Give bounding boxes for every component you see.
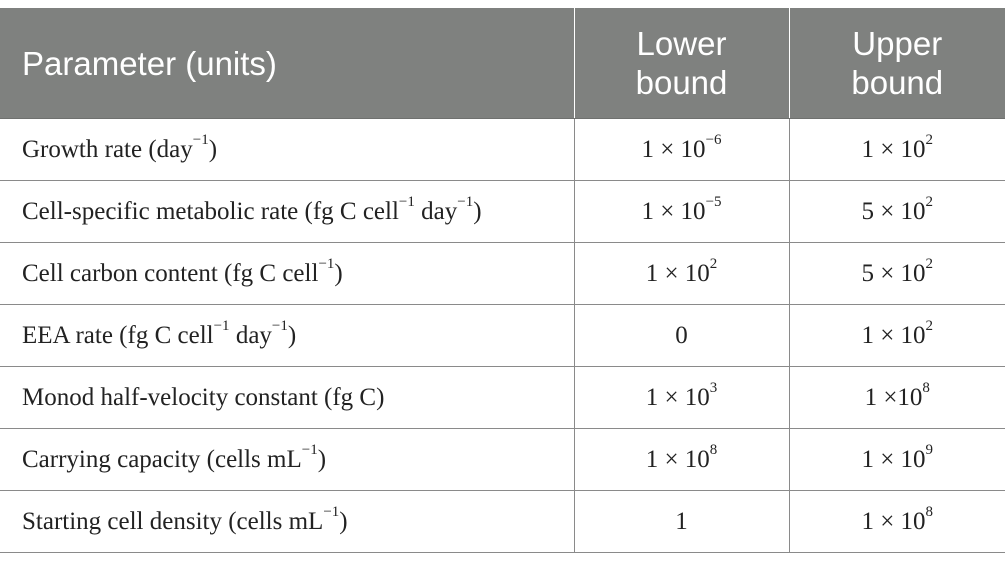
superscript-exponent: −1 — [323, 504, 340, 521]
superscript-exponent: −1 — [213, 318, 230, 335]
cell-text: ) — [287, 321, 297, 349]
cell-lower-bound: 1 × 103 — [573, 366, 789, 429]
cell-text: ) — [339, 507, 348, 535]
cell-text: EEA rate (fg C cell — [22, 321, 214, 349]
cell-parameter: Growth rate (day−1) — [0, 118, 574, 181]
table-header: Parameter (units) Lower bound Upper boun… — [0, 8, 1005, 119]
cell-text: day — [229, 321, 272, 349]
superscript-exponent: 2 — [925, 256, 934, 273]
cell-upper-bound: 5 × 102 — [788, 180, 1005, 243]
cell-text: 0 — [675, 321, 688, 349]
cell-text: day — [414, 197, 458, 225]
superscript-exponent: −1 — [318, 256, 335, 273]
header-lower-line-1: Lower — [636, 25, 727, 62]
cell-text: 5 × 10 — [861, 259, 926, 287]
table-body: Growth rate (day−1) 1 × 10−6 1 × 102 Cell-s… — [0, 118, 1005, 553]
superscript-exponent: 2 — [925, 132, 934, 149]
cell-lower-bound: 1 × 102 — [573, 242, 789, 305]
cell-upper-bound: 1 × 108 — [788, 490, 1005, 553]
cell-parameter: Carrying capacity (cells mL−1) — [0, 428, 574, 491]
superscript-exponent: −1 — [398, 194, 415, 211]
cell-text: 1 × 10 — [861, 321, 926, 349]
cell-text: Growth rate (day — [22, 135, 193, 163]
superscript-exponent: −1 — [457, 194, 474, 211]
cell-text: Monod half-velocity constant (fg C) — [22, 383, 385, 411]
table-row: Cell carbon content (fg C cell−1) 1 × 102… — [0, 242, 1005, 305]
cell-text: ) — [208, 135, 218, 163]
superscript-exponent: 8 — [922, 380, 930, 397]
header-lower-line-2: bound — [635, 64, 728, 101]
cell-upper-bound: 1 ×108 — [788, 366, 1005, 429]
cell-lower-bound: 1 — [573, 490, 789, 553]
header-row: Parameter (units) Lower bound Upper boun… — [0, 8, 1005, 119]
cell-text: 1 × 10 — [645, 259, 710, 287]
cell-parameter: EEA rate (fg C cell−1 day−1) — [0, 304, 574, 367]
superscript-exponent: −6 — [705, 132, 722, 149]
table-row: Cell-specific metabolic rate (fg C cell−… — [0, 180, 1005, 243]
cell-lower-bound: 1 × 10−5 — [573, 180, 789, 243]
parameter-bounds-table-container: Parameter (units) Lower bound Upper boun… — [0, 8, 1005, 553]
superscript-exponent: 3 — [709, 380, 718, 397]
cell-lower-bound: 0 — [573, 304, 789, 367]
superscript-exponent: −5 — [705, 194, 722, 211]
cell-text: 1 — [675, 507, 688, 535]
cell-text: ) — [473, 197, 482, 225]
cell-upper-bound: 1 × 109 — [788, 428, 1005, 491]
cell-upper-bound: 1 × 102 — [788, 304, 1005, 367]
cell-parameter: Starting cell density (cells mL−1) — [0, 490, 574, 553]
superscript-exponent: 9 — [925, 442, 934, 459]
cell-text: ) — [317, 445, 327, 473]
cell-text: Cell-specific metabolic rate (fg C cell — [22, 197, 399, 225]
cell-text: 1 × 10 — [645, 445, 710, 473]
cell-parameter: Cell carbon content (fg C cell−1) — [0, 242, 574, 305]
cell-lower-bound: 1 × 108 — [573, 428, 789, 491]
superscript-exponent: 2 — [709, 256, 718, 273]
cell-parameter: Cell-specific metabolic rate (fg C cell−… — [0, 180, 574, 243]
header-parameter: Parameter (units) — [0, 8, 574, 119]
table-row: Starting cell density (cells mL−1) 1 1 × 1… — [0, 490, 1005, 553]
cell-text: Cell carbon content (fg C cell — [22, 259, 319, 287]
cell-text: Starting cell density (cells mL — [22, 507, 324, 535]
cell-text: ) — [334, 259, 343, 287]
cell-lower-bound: 1 × 10−6 — [573, 118, 789, 181]
header-upper-bound: Upper bound — [788, 8, 1005, 119]
cell-text: 1 × 10 — [861, 135, 926, 163]
cell-text: 1 × 10 — [861, 445, 926, 473]
superscript-exponent: −1 — [271, 318, 288, 335]
cell-text: Carrying capacity (cells mL — [22, 445, 302, 473]
cell-text: 1 × 10 — [641, 197, 706, 225]
parameter-bounds-table: Parameter (units) Lower bound Upper boun… — [0, 8, 1005, 553]
table-row: EEA rate (fg C cell−1 day−1) 0 1 × 102 — [0, 304, 1005, 367]
cell-text: 1 ×10 — [864, 383, 923, 411]
table-row: Growth rate (day−1) 1 × 10−6 1 × 102 — [0, 118, 1005, 181]
cell-upper-bound: 1 × 102 — [788, 118, 1005, 181]
header-upper-line-1: Upper — [852, 25, 943, 62]
header-lower-bound: Lower bound — [573, 8, 789, 119]
superscript-exponent: −1 — [301, 442, 318, 459]
table-row: Monod half-velocity constant (fg C) 1 × 1… — [0, 366, 1005, 429]
table-row: Carrying capacity (cells mL−1) 1 × 108 1 ×… — [0, 428, 1005, 491]
cell-text: 5 × 10 — [861, 197, 926, 225]
superscript-exponent: 8 — [709, 442, 718, 459]
header-upper-line-2: bound — [851, 64, 944, 101]
cell-parameter: Monod half-velocity constant (fg C) — [0, 366, 574, 429]
superscript-exponent: 2 — [925, 194, 934, 211]
cell-text: 1 × 10 — [641, 135, 706, 163]
superscript-exponent: 8 — [925, 504, 934, 521]
cell-text: 1 × 10 — [645, 383, 710, 411]
superscript-exponent: 2 — [925, 318, 934, 335]
cell-text: 1 × 10 — [861, 507, 926, 535]
superscript-exponent: −1 — [192, 132, 209, 149]
cell-upper-bound: 5 × 102 — [788, 242, 1005, 305]
